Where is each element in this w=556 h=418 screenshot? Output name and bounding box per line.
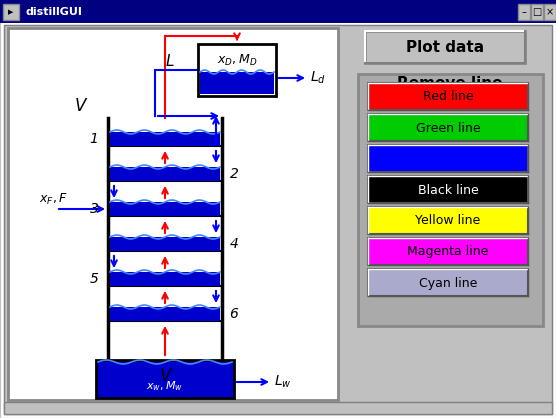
Bar [4, 402, 552, 414]
Text: Red line: Red line [423, 91, 473, 104]
Bar [110, 132, 220, 146]
Text: distillGUI: distillGUI [25, 7, 82, 17]
Bar [110, 167, 220, 181]
Bar [200, 72, 274, 94]
Text: L: L [166, 54, 174, 69]
Bar [358, 74, 543, 326]
Text: $x_F, F$: $x_F, F$ [38, 191, 67, 206]
Bar [365, 31, 525, 63]
Bar [110, 307, 220, 321]
Text: Magenta line: Magenta line [408, 245, 489, 258]
Bar [0, 0, 556, 23]
Bar [368, 238, 528, 265]
Bar [98, 362, 232, 396]
Text: Yellow line: Yellow line [415, 214, 480, 227]
Text: $x_D, M_D$: $x_D, M_D$ [217, 52, 257, 68]
Bar [518, 4, 530, 20]
Text: Blue line: Blue line [421, 153, 475, 166]
Text: Cyan line: Cyan line [419, 276, 477, 290]
Bar [544, 4, 556, 20]
Bar [531, 4, 543, 20]
Text: □: □ [533, 7, 542, 17]
Text: $x_w, M_w$: $x_w, M_w$ [146, 379, 183, 393]
Bar [8, 28, 338, 400]
Bar [368, 269, 528, 296]
Text: ×: × [546, 7, 554, 17]
Bar [368, 207, 528, 234]
Bar [110, 272, 220, 286]
Text: $L_w$: $L_w$ [274, 374, 292, 390]
Bar [198, 44, 276, 96]
Text: Plot data: Plot data [406, 39, 484, 54]
Text: V: V [75, 97, 86, 115]
Text: V: V [160, 367, 171, 385]
Bar [96, 360, 234, 398]
Text: 6: 6 [230, 307, 239, 321]
Text: $L_d$: $L_d$ [310, 70, 326, 86]
Bar [368, 114, 528, 141]
Text: Black line: Black line [418, 184, 478, 196]
Text: 1: 1 [90, 132, 98, 146]
Bar [110, 237, 220, 251]
Text: 3: 3 [90, 202, 98, 216]
Text: Remove line: Remove line [397, 76, 503, 92]
Bar [3, 4, 19, 20]
Text: 4: 4 [230, 237, 239, 251]
Bar [110, 202, 220, 216]
Text: ▶: ▶ [8, 9, 14, 15]
Text: 2: 2 [230, 167, 239, 181]
Bar [368, 176, 528, 203]
Text: –: – [522, 7, 527, 17]
Text: Green line: Green line [416, 122, 480, 135]
Text: 5: 5 [90, 272, 98, 286]
Bar [368, 145, 528, 172]
Bar [368, 83, 528, 110]
